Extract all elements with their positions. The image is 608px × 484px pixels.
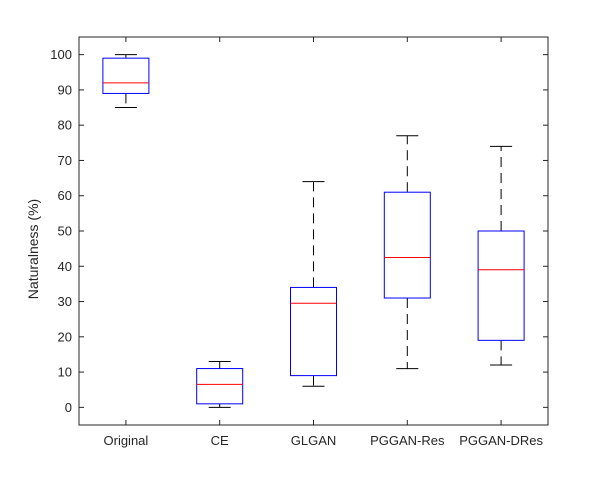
y-tick-label: 90 [58, 82, 72, 97]
plot-area: 0 10 20 30 40 50 60 70 80 90 100 Original CE GLGAN PGG… [50, 36, 549, 448]
box-ce [196, 368, 244, 405]
x-tick-label: PGGAN-Res [370, 433, 445, 448]
y-tick-label: 50 [58, 224, 72, 239]
x-tick-label: PGGAN-DRes [459, 433, 543, 448]
y-tick-label: 40 [58, 259, 72, 274]
y-tick-label: 60 [58, 188, 72, 203]
box-original [102, 57, 150, 94]
y-tick-label: 80 [58, 118, 72, 133]
y-axis-label: Naturalness (%) [25, 199, 41, 299]
box-glgan [290, 286, 337, 377]
x-tick-label: CE [211, 433, 229, 448]
x-tick-label: GLGAN [291, 433, 337, 448]
y-tick-label: 0 [65, 400, 72, 415]
box-pggan-dres [477, 230, 525, 341]
y-tick-label: 10 [58, 365, 72, 380]
y-tick-label: 30 [58, 294, 72, 309]
y-tick-label: 100 [50, 47, 72, 62]
y-tick-label: 20 [58, 329, 72, 344]
box-pggan-res [383, 191, 431, 299]
x-tick-label: Original [104, 433, 149, 448]
y-tick-label: 70 [58, 153, 72, 168]
